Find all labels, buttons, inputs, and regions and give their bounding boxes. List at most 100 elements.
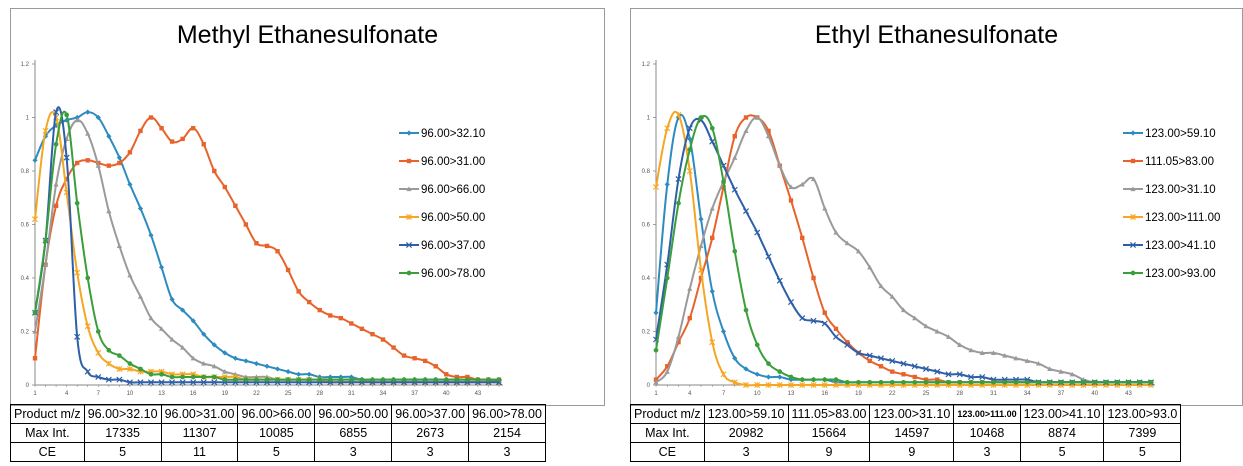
data-point [821,320,828,327]
y-tick-label: 0.4 [21,276,30,282]
data-point [732,355,738,361]
x-tick-label: 1 [654,391,658,397]
data-point [1130,186,1136,192]
data-point [946,379,951,385]
data-point [878,364,884,369]
data-point [147,379,155,386]
chart-panel-ethyl: Ethyl Ethanesulfonate 0 0.2 0.4 0.6 0.8 1 1.2 1… [620,0,1243,466]
data-point [777,374,783,380]
data-point [833,377,839,382]
data-point [190,374,196,380]
x-tick-label: 25 [285,391,292,397]
data-point [923,377,929,382]
data-point [95,163,101,168]
data-point [675,334,682,339]
data-point [159,371,164,377]
y-tick-labels: 0 0.2 0.4 0.6 0.8 1 1.2 [21,62,35,389]
data-point [754,114,760,120]
data-point [698,266,704,273]
table-cell: 11 [160,442,239,462]
data-point [74,269,81,276]
data-point [912,315,918,321]
data-point [32,157,38,163]
data-point [799,315,806,322]
legend-label: 96.00>32.10 [421,128,485,140]
row-label: Product m/z [10,404,85,424]
x-tick-label: 34 [1024,391,1031,397]
data-point [709,138,716,145]
data-point [349,377,354,382]
data-point [867,379,873,385]
legend-label: 96.00>50.00 [421,212,485,224]
data-point [105,376,112,383]
data-point [1013,355,1019,361]
data-point [349,321,354,326]
x-tick-label: 19 [855,391,862,397]
data-point [95,349,102,356]
legend-item: 123.00>111.00 [1123,212,1220,224]
legend-label: 96.00>66.00 [421,184,485,196]
table-cell: 15664 [787,423,871,443]
data-point [676,200,681,206]
data-point [1081,379,1086,385]
series-line [655,114,1151,384]
data-point [1130,270,1136,276]
data-point [822,205,828,211]
data-point [833,326,839,332]
data-point [1148,379,1154,385]
legend-label: 96.00>31.00 [421,156,485,168]
table-cell: 8874 [1019,423,1105,443]
data-point [687,315,692,321]
data-point [664,125,671,132]
legend-item: 96.00>32.10 [399,128,485,140]
legend-label: 96.00>78.00 [421,268,485,280]
table-cell: 96.00>31.00 [160,404,239,424]
data-point [84,368,91,375]
data-point [710,235,715,241]
data-point [832,333,840,340]
row-label: Max Int. [10,423,85,443]
data-point [148,315,154,321]
data-point [1130,130,1136,136]
data-point [934,328,940,334]
data-point [444,372,449,377]
data-point [43,238,48,243]
table-cell: 7399 [1103,423,1182,443]
y-tick-label: 0 [647,383,651,389]
data-point [285,369,291,375]
data-point [687,136,693,142]
data-point [406,158,412,164]
data-point [788,374,794,380]
data-point [95,373,102,380]
data-point [232,355,238,361]
data-point [169,374,175,380]
data-point [106,347,112,353]
x-tick-label: 7 [722,391,726,397]
data-point [1002,379,1008,385]
data-point [327,377,333,382]
data-point [822,377,828,382]
data-point [900,307,907,313]
table-cell: 96.00>50.00 [314,404,393,424]
data-point [800,235,805,241]
data-point [844,379,850,385]
data-point [169,296,175,302]
table-cell: 96.00>37.00 [391,404,470,424]
data-point [190,318,196,324]
data-point [1024,358,1030,364]
legend-label: 123.00>41.10 [1145,240,1216,252]
data-point [117,353,122,358]
data-point [275,249,280,254]
table-row: CE 3 9 9 3 5 5 [630,442,1182,462]
data-point [720,371,727,378]
data-point [74,160,80,166]
data-point [169,336,175,342]
table-cell: 5 [237,442,316,462]
data-point [653,347,659,353]
x-tick-label: 43 [475,391,482,397]
data-point [401,377,407,382]
data-point [180,136,185,142]
data-point [1103,379,1109,385]
series-123.00>59.10 [653,113,1154,385]
data-point [777,369,783,374]
